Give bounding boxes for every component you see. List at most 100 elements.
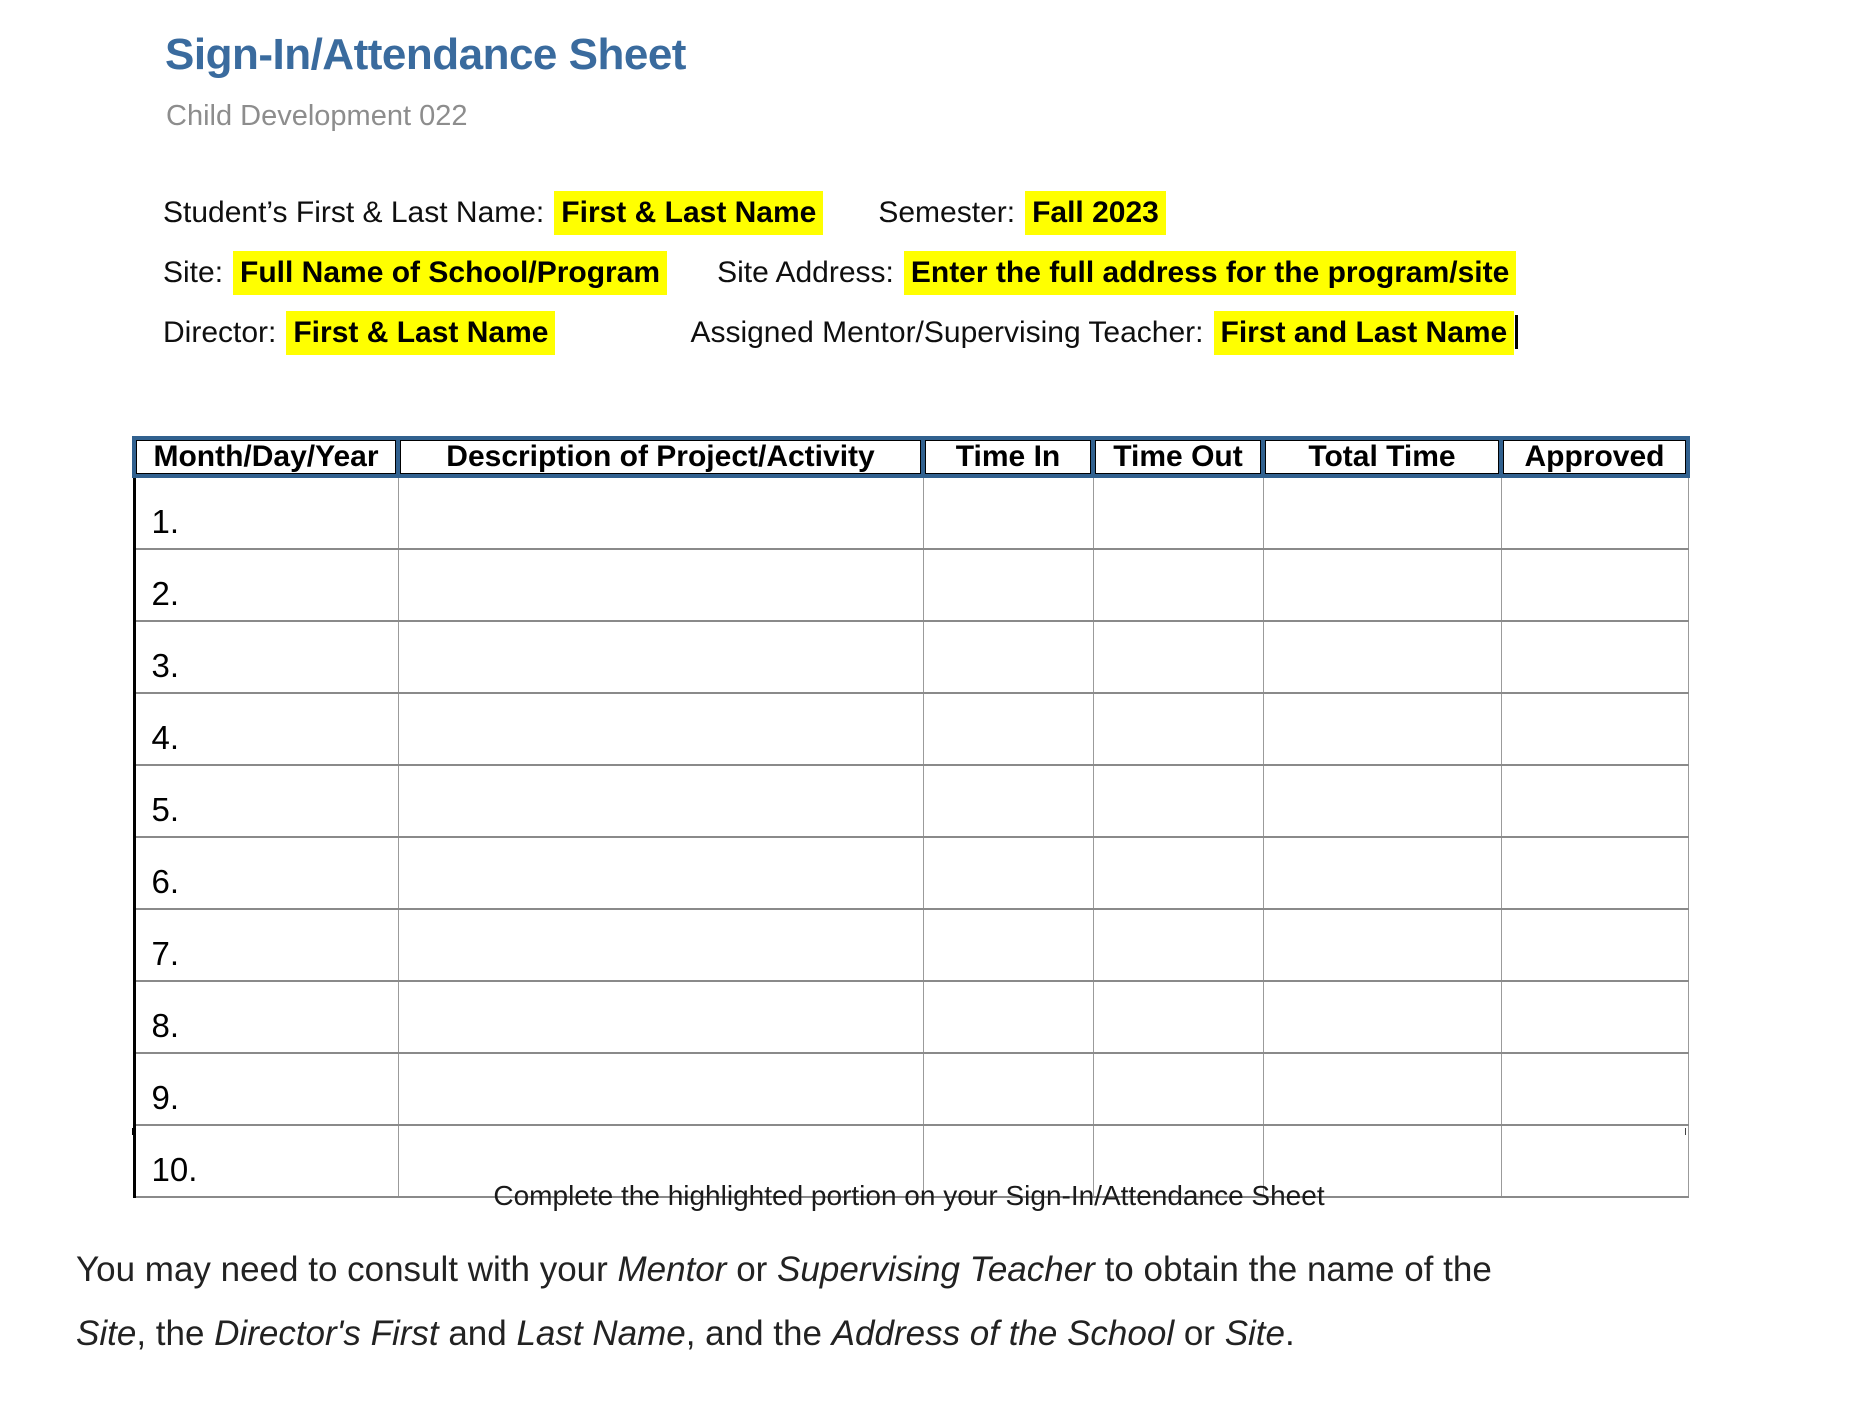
empty-cell[interactable] — [1092, 1124, 1264, 1198]
attendance-table: Month/Day/Year Description of Project/Act… — [132, 436, 1690, 1198]
note-italic-segment: Site — [76, 1314, 137, 1353]
empty-cell[interactable] — [1262, 1052, 1502, 1126]
empty-cell[interactable] — [1092, 764, 1264, 838]
table-row: 1. — [133, 475, 1689, 550]
note-italic-segment: Supervising Teacher — [777, 1250, 1095, 1289]
empty-cell[interactable] — [922, 1124, 1094, 1198]
empty-cell[interactable] — [1092, 980, 1264, 1054]
semester-label: Semester: — [878, 196, 1016, 229]
empty-cell[interactable] — [1262, 548, 1502, 622]
empty-cell[interactable] — [397, 692, 924, 766]
note-segment: and — [438, 1314, 517, 1353]
table-header-row: Month/Day/Year Description of Project/Act… — [132, 436, 1690, 478]
note-italic-segment: Mentor — [617, 1250, 727, 1289]
empty-cell[interactable] — [1092, 1052, 1264, 1126]
row-number-cell[interactable]: 10. — [133, 1124, 399, 1198]
site-field[interactable]: Full Name of School/Program — [233, 251, 668, 295]
note-italic-segment: Director's First — [214, 1314, 439, 1353]
note-segment: , and the — [685, 1314, 832, 1353]
empty-cell[interactable] — [922, 836, 1094, 910]
empty-cell[interactable] — [922, 764, 1094, 838]
table-caption: Complete the highlighted portion on your… — [493, 1180, 1325, 1211]
empty-cell[interactable] — [397, 764, 924, 838]
column-header: Month/Day/Year — [132, 436, 400, 478]
note-text: You may need to consult with your Mentor… — [76, 1238, 1776, 1366]
empty-cell[interactable] — [1262, 1124, 1502, 1198]
empty-cell[interactable] — [1262, 908, 1502, 982]
empty-cell[interactable] — [1092, 475, 1264, 550]
empty-cell[interactable] — [1092, 548, 1264, 622]
note-segment: . — [1285, 1314, 1295, 1353]
row-number-cell[interactable]: 5. — [133, 764, 399, 838]
empty-cell[interactable] — [1500, 908, 1689, 982]
table-body: 1. 2. 3. 4. 5. 6. 7. 8. 9. 10. — [133, 475, 1689, 1198]
empty-cell[interactable] — [1092, 692, 1264, 766]
table-row: 3. — [133, 620, 1689, 694]
mentor-field[interactable]: First and Last Name — [1213, 311, 1515, 355]
empty-cell[interactable] — [397, 836, 924, 910]
table-row: 5. — [133, 764, 1689, 838]
empty-cell[interactable] — [1262, 620, 1502, 694]
empty-cell[interactable] — [397, 1124, 924, 1198]
empty-cell[interactable] — [1500, 836, 1689, 910]
empty-cell[interactable] — [1092, 836, 1264, 910]
empty-cell[interactable] — [397, 908, 924, 982]
empty-cell[interactable] — [397, 475, 924, 550]
info-line-student: Student’s First & Last Name: First & Last… — [163, 191, 1518, 235]
empty-cell[interactable] — [1262, 980, 1502, 1054]
empty-cell[interactable] — [397, 620, 924, 694]
empty-cell[interactable] — [1092, 620, 1264, 694]
note-segment: or — [1174, 1314, 1225, 1353]
table-row: 8. — [133, 980, 1689, 1054]
empty-cell[interactable] — [1500, 692, 1689, 766]
empty-cell[interactable] — [1262, 475, 1502, 550]
semester-field[interactable]: Fall 2023 — [1025, 191, 1166, 235]
info-line-site: Site: Full Name of School/Program Site Add… — [163, 251, 1518, 295]
director-field[interactable]: First & Last Name — [286, 311, 556, 355]
note-segment: , the — [136, 1314, 215, 1353]
empty-cell[interactable] — [922, 908, 1094, 982]
row-number-cell[interactable]: 8. — [133, 980, 399, 1054]
empty-cell[interactable] — [397, 980, 924, 1054]
row-number-cell[interactable]: 9. — [133, 1052, 399, 1126]
page-title: Sign-In/Attendance Sheet — [165, 30, 686, 79]
site-address-label: Site Address: — [717, 256, 894, 289]
empty-cell[interactable] — [1500, 1124, 1689, 1198]
director-label: Director: — [163, 316, 277, 349]
empty-cell[interactable] — [1262, 836, 1502, 910]
empty-cell[interactable] — [397, 1052, 924, 1126]
column-header: Total Time — [1261, 436, 1503, 478]
table-row: 7. — [133, 908, 1689, 982]
empty-cell[interactable] — [922, 548, 1094, 622]
table-row: 4. — [133, 692, 1689, 766]
empty-cell[interactable] — [1500, 548, 1689, 622]
row-number-cell[interactable]: 4. — [133, 692, 399, 766]
empty-cell[interactable] — [1500, 1052, 1689, 1126]
note-italic-segment: Address of the School — [831, 1314, 1175, 1353]
empty-cell[interactable] — [1500, 620, 1689, 694]
empty-cell[interactable] — [1500, 475, 1689, 550]
row-number-cell[interactable]: 7. — [133, 908, 399, 982]
site-address-field[interactable]: Enter the full address for the program/s… — [903, 251, 1517, 295]
empty-cell[interactable] — [922, 1052, 1094, 1126]
empty-cell[interactable] — [397, 548, 924, 622]
empty-cell[interactable] — [1500, 980, 1689, 1054]
row-number-cell[interactable]: 3. — [133, 620, 399, 694]
empty-cell[interactable] — [922, 692, 1094, 766]
note-segment: or — [726, 1250, 778, 1289]
note-segment: to obtain the name of the — [1094, 1250, 1492, 1289]
column-header: Time In — [921, 436, 1095, 478]
row-number-cell[interactable]: 6. — [133, 836, 399, 910]
site-label: Site: — [163, 256, 224, 289]
empty-cell[interactable] — [1500, 764, 1689, 838]
row-number-cell[interactable]: 2. — [133, 548, 399, 622]
empty-cell[interactable] — [922, 980, 1094, 1054]
empty-cell[interactable] — [922, 620, 1094, 694]
empty-cell[interactable] — [922, 475, 1094, 550]
empty-cell[interactable] — [1262, 692, 1502, 766]
empty-cell[interactable] — [1262, 764, 1502, 838]
row-number-cell[interactable]: 1. — [133, 475, 399, 550]
course-subtitle: Child Development 022 — [166, 100, 468, 132]
student-name-field[interactable]: First & Last Name — [554, 191, 824, 235]
empty-cell[interactable] — [1092, 908, 1264, 982]
